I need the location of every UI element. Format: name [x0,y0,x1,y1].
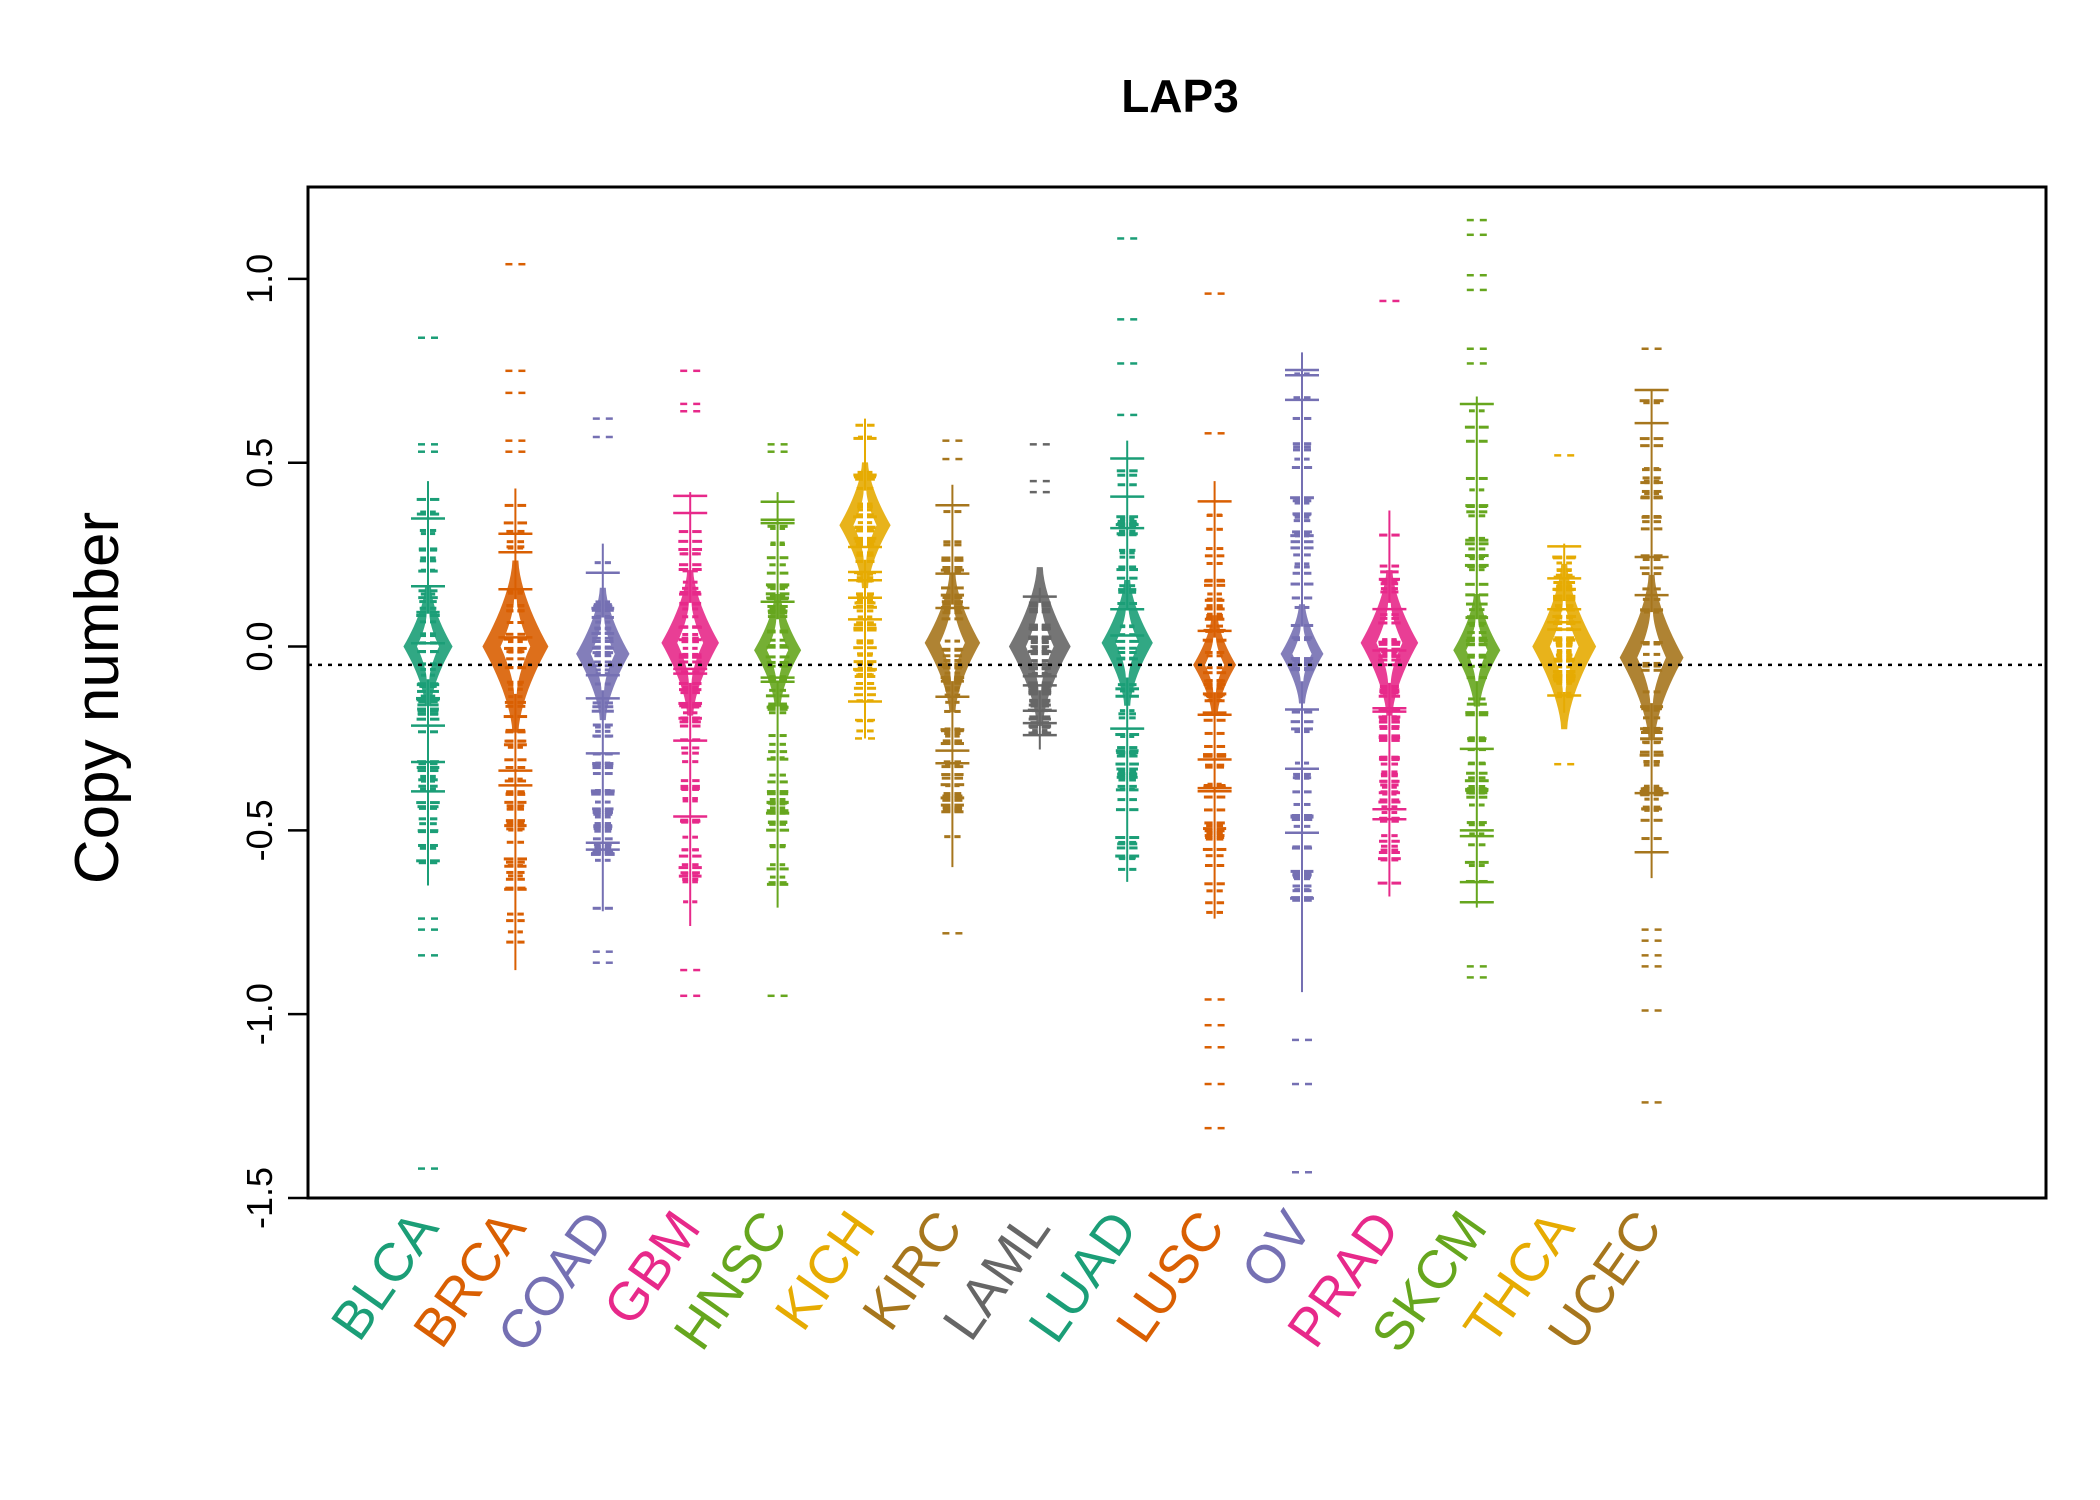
bean-thca [1532,454,1597,766]
bean-ov [1280,352,1324,1174]
bean-center [1292,626,1312,682]
bean-group [403,218,1684,1174]
bean-center [677,602,704,683]
bean-luad [1101,237,1153,882]
bean-center [853,490,877,560]
bean-center [1376,602,1403,683]
bean-center [1025,602,1054,691]
bean-hnsc [754,443,802,998]
y-tick-label: -0.5 [239,799,280,861]
bean-skcm [1453,218,1501,979]
chart-title: LAP3 [1121,70,1239,122]
bean-center [939,604,965,682]
bean-center [1115,608,1139,678]
y-axis-label: Copy number [63,512,132,884]
y-tick-label: 0.0 [239,622,280,672]
bean-center [1466,619,1488,682]
bean-center [500,599,531,694]
x-axis-labels: BLCABRCACOADGBMHNSCKICHKIRCLAMLLUADLUSCO… [320,1200,1674,1362]
bean-center [1549,601,1579,693]
bean-center [1204,637,1225,693]
y-axis: -1.5 -1.0 -0.5 0.0 0.5 1.0 [239,254,310,1229]
bean-center [416,613,440,680]
bean-center [1637,612,1666,704]
bean-blca [403,336,453,1170]
bean-kich [839,418,891,740]
bean-coad [576,417,630,964]
plot-frame [306,185,2048,1200]
x-tick-label-kich: KICH [764,1200,887,1340]
bean-center [590,617,615,691]
y-tick-label: 0.5 [239,438,280,488]
y-tick-label: 1.0 [239,254,280,304]
bean-kirc [924,439,981,935]
bean-gbm [661,369,719,998]
bean-laml [1008,443,1071,750]
bean-brca [482,262,549,971]
y-tick-label: -1.0 [239,983,280,1045]
bean-lusc [1193,292,1237,1130]
bean-center [767,619,789,682]
bean-ucec [1619,347,1684,1104]
y-tick-label: -1.5 [239,1167,280,1229]
bean-prad [1360,299,1419,897]
